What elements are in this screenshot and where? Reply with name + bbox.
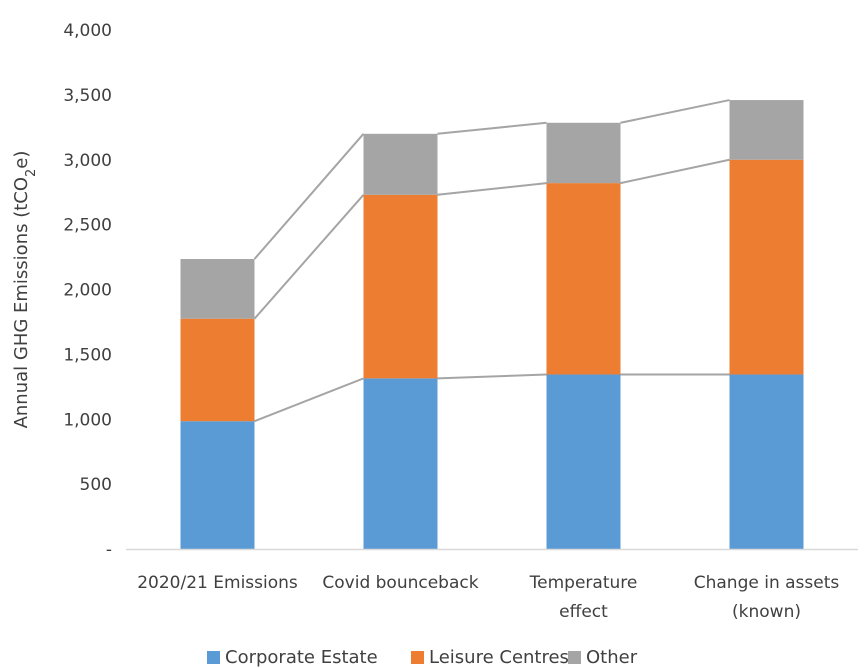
bar-segment: [180, 259, 255, 319]
legend-swatch: [207, 651, 220, 664]
x-tick-label: effect: [559, 602, 608, 622]
legend-swatch: [411, 651, 424, 664]
series-connector-line: [620, 158, 730, 185]
series-connector-line: [253, 194, 365, 320]
bar-segment: [729, 159, 804, 375]
bar-segment: [363, 378, 438, 549]
y-tick-label: 1,500: [63, 345, 112, 365]
y-tick-label: -: [106, 540, 112, 560]
y-tick-label: 4,000: [63, 21, 112, 41]
bar-segment: [363, 133, 438, 195]
bar-segment: [180, 318, 255, 422]
x-tick-label: Temperature: [529, 573, 638, 593]
series-connector-line: [437, 182, 547, 196]
y-tick-label: 3,500: [63, 86, 112, 106]
bar-segment: [546, 183, 621, 375]
x-tick-label: 2020/21 Emissions: [137, 573, 298, 593]
y-tick-label: 1,000: [63, 410, 112, 430]
x-tick-label: (known): [732, 602, 801, 622]
bar-segment: [729, 374, 804, 549]
y-tick-label: 500: [80, 475, 112, 495]
legend-label: Leisure Centres: [429, 647, 569, 668]
legend-swatch: [568, 651, 581, 664]
bar-segment: [363, 194, 438, 379]
x-tick-label: Change in assets: [694, 573, 840, 593]
series-connector-line: [254, 377, 364, 423]
series-connector-line: [437, 121, 547, 135]
bar-segment: [729, 100, 804, 160]
y-tick-label: 2,500: [63, 216, 112, 236]
legend-label: Other: [586, 647, 638, 668]
y-tick-label: 3,000: [63, 151, 112, 171]
bar-segment: [546, 122, 621, 184]
y-axis-title: Annual GHG Emissions (tCO2e): [11, 151, 39, 429]
x-tick-label: Covid bounceback: [322, 573, 478, 593]
bar-segment: [546, 374, 621, 549]
series-connector-line: [437, 373, 547, 380]
bar-segment: [180, 421, 255, 549]
series-connector-line: [253, 133, 365, 260]
series-connector-line: [620, 99, 730, 124]
legend-label: Corporate Estate: [225, 647, 378, 668]
y-tick-label: 2,000: [63, 281, 112, 301]
